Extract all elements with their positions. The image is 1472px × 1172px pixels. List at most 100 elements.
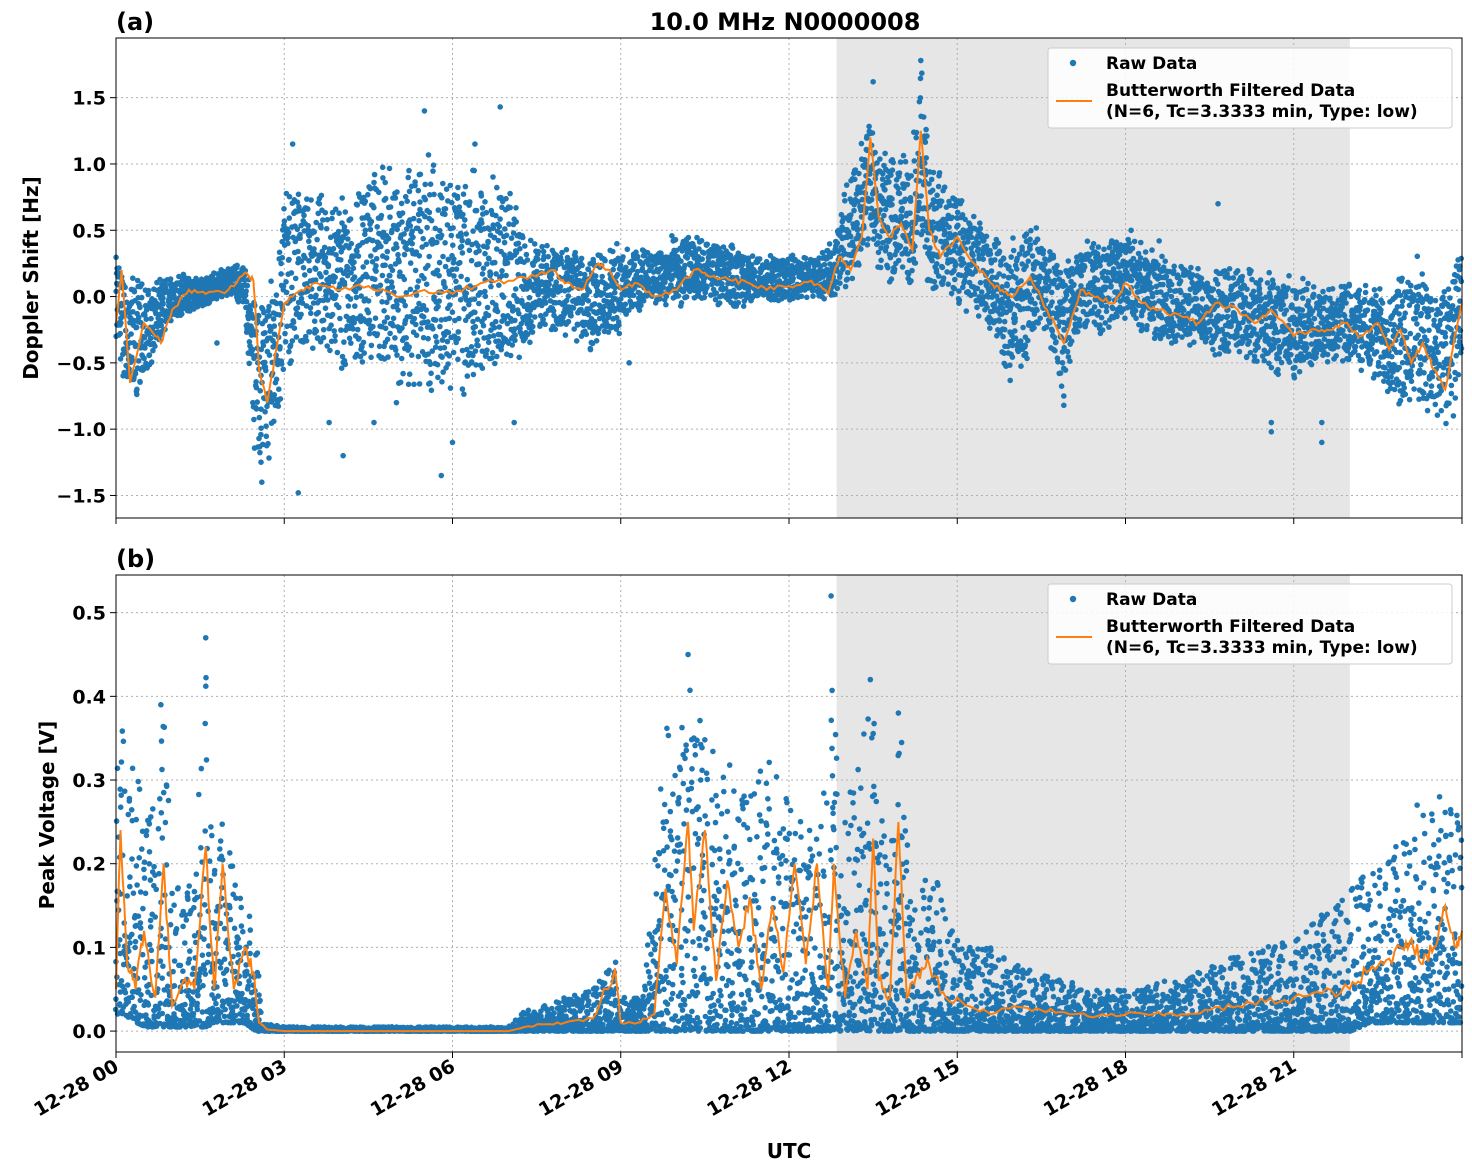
raw-point <box>466 247 473 254</box>
raw-point <box>961 278 968 284</box>
raw-point <box>1210 346 1216 353</box>
raw-point <box>266 455 272 461</box>
raw-point <box>548 271 555 278</box>
raw-point <box>439 379 445 385</box>
raw-point <box>1023 263 1029 269</box>
raw-point <box>1010 235 1016 241</box>
raw-point <box>1210 286 1217 293</box>
raw-point <box>459 237 466 244</box>
raw-point <box>842 283 849 290</box>
raw-point <box>941 184 948 190</box>
raw-point <box>963 308 970 314</box>
raw-point <box>1188 264 1194 271</box>
raw-point <box>847 233 854 240</box>
raw-point <box>581 271 588 278</box>
raw-point <box>672 236 679 243</box>
raw-point <box>325 262 332 268</box>
raw-point <box>426 253 433 260</box>
raw-point <box>384 248 391 255</box>
raw-point <box>382 325 389 332</box>
raw-point <box>347 296 354 302</box>
raw-point <box>918 193 924 199</box>
raw-point <box>139 281 145 287</box>
raw-point <box>1150 315 1157 322</box>
raw-point <box>1077 323 1083 329</box>
raw-point <box>455 329 462 335</box>
raw-point <box>1058 383 1065 390</box>
raw-point <box>362 227 369 234</box>
raw-point <box>457 259 463 266</box>
raw-point <box>472 323 479 330</box>
raw-point <box>1106 324 1112 330</box>
raw-point <box>277 396 284 402</box>
raw-point <box>684 255 691 261</box>
raw-point <box>411 381 417 388</box>
raw-point <box>409 240 416 247</box>
raw-point <box>315 309 322 316</box>
raw-point <box>289 338 296 344</box>
raw-point <box>956 297 963 304</box>
raw-point <box>403 335 410 341</box>
raw-point <box>396 258 402 265</box>
raw-point <box>425 262 431 269</box>
raw-point <box>266 303 272 310</box>
raw-point <box>306 267 313 274</box>
raw-point <box>117 356 124 362</box>
raw-point <box>562 332 569 338</box>
raw-point <box>253 379 259 385</box>
raw-point <box>1055 359 1061 365</box>
raw-point <box>406 344 413 350</box>
raw-point <box>160 301 166 307</box>
raw-point <box>368 218 375 225</box>
raw-point <box>470 228 476 234</box>
raw-point <box>701 294 708 301</box>
raw-point <box>612 289 618 296</box>
raw-point <box>297 231 303 238</box>
raw-point <box>341 224 348 230</box>
raw-point <box>133 324 140 331</box>
raw-point <box>586 288 593 295</box>
raw-point <box>928 176 935 183</box>
raw-point <box>930 219 936 225</box>
raw-point <box>485 255 492 262</box>
raw-point <box>330 245 337 252</box>
raw-point <box>1163 296 1169 303</box>
raw-point <box>631 263 637 270</box>
raw-point <box>1216 351 1223 357</box>
raw-point <box>933 266 940 273</box>
raw-point <box>320 334 327 341</box>
raw-point <box>295 248 301 255</box>
raw-point <box>1097 322 1103 328</box>
raw-point <box>331 328 338 334</box>
raw-point <box>474 337 481 344</box>
raw-point <box>887 254 894 261</box>
raw-point <box>988 268 995 274</box>
raw-point <box>731 287 737 294</box>
raw-point <box>911 158 918 164</box>
raw-point <box>1095 244 1102 250</box>
raw-point <box>354 326 361 333</box>
raw-point <box>484 304 491 311</box>
raw-point <box>952 276 958 283</box>
raw-point <box>590 256 596 263</box>
raw-point <box>281 206 287 212</box>
raw-point <box>423 241 430 248</box>
raw-point <box>1096 308 1102 315</box>
raw-point <box>636 307 643 314</box>
raw-point <box>131 287 137 293</box>
raw-point <box>316 201 323 207</box>
raw-point <box>516 310 522 317</box>
raw-point <box>851 207 857 214</box>
raw-point <box>262 359 268 366</box>
raw-point <box>1009 301 1016 307</box>
raw-point <box>394 189 400 195</box>
raw-point <box>1163 273 1170 280</box>
raw-point <box>308 197 314 203</box>
raw-point <box>354 248 360 255</box>
raw-point <box>134 386 140 393</box>
raw-point <box>924 133 930 139</box>
raw-point <box>435 374 441 381</box>
raw-point <box>913 129 920 136</box>
raw-point <box>1149 247 1155 253</box>
raw-point <box>491 324 498 331</box>
